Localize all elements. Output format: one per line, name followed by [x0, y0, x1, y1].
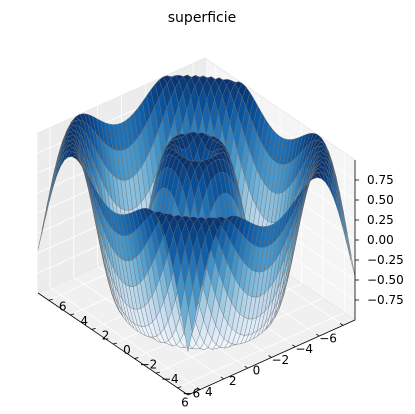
z-tick-label: 0.00 — [367, 233, 394, 247]
x-tick-label: −6 — [319, 331, 337, 345]
x-tick-mark — [196, 387, 201, 390]
x-tick-mark — [268, 355, 272, 358]
y-tick-mark — [112, 342, 118, 345]
gridline-y — [177, 152, 345, 389]
surface-cell — [181, 222, 190, 249]
surface-cell — [190, 170, 199, 200]
surface-mesh — [37, 74, 356, 352]
y-tick-label: 4 — [80, 314, 88, 328]
x-tick-label: 2 — [229, 374, 237, 388]
x-tick-label: 6 — [181, 396, 189, 410]
x-tick-label: 4 — [205, 385, 213, 399]
chart-title: superficie — [168, 10, 236, 26]
y-tick-mark — [155, 371, 160, 374]
y-tick-mark — [91, 328, 96, 330]
y-tick-label: 2 — [102, 328, 110, 342]
x-tick-label: −2 — [272, 353, 290, 367]
y-tick-label: 6 — [59, 299, 67, 313]
x-tick-label: −4 — [295, 342, 313, 356]
x-tick-mark — [292, 344, 296, 348]
z-tick-label: −0.25 — [367, 253, 404, 267]
y-tick-mark — [48, 298, 53, 301]
x-tick-mark — [339, 323, 344, 326]
y-tick-mark — [70, 313, 75, 316]
x-tick-mark — [315, 333, 320, 337]
z-tick-label: 0.25 — [367, 213, 394, 227]
x-tick-mark — [220, 376, 225, 380]
surface-cell — [165, 224, 174, 253]
y-tick-mark — [177, 386, 182, 389]
y-tick-label: −2 — [140, 358, 158, 372]
z-tick-label: 0.75 — [367, 173, 394, 187]
y-tick-label: 0 — [123, 343, 131, 357]
y-tick-mark — [134, 357, 139, 359]
x-tick-mark — [244, 365, 248, 369]
z-tick-label: −0.50 — [367, 273, 404, 287]
surface-cell — [173, 223, 182, 250]
y-tick-label: −4 — [161, 372, 179, 386]
z-tick-label: 0.50 — [367, 193, 394, 207]
x-tick-label: 0 — [253, 364, 261, 378]
z-tick-label: −0.75 — [367, 293, 404, 307]
gridline-x — [49, 127, 201, 390]
surface-cell — [206, 87, 215, 117]
y-tick-label: −6 — [182, 387, 200, 401]
